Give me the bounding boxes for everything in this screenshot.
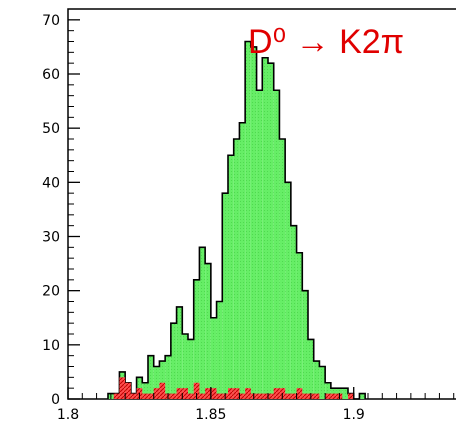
bar-background — [153, 388, 160, 399]
bar-background — [182, 388, 188, 399]
bar-signal — [176, 306, 183, 399]
bar-background — [130, 393, 137, 399]
bar-signal — [319, 366, 326, 399]
bar-background — [142, 393, 148, 399]
bar-signal — [222, 193, 228, 399]
bar-background — [216, 393, 223, 399]
bar-background — [245, 388, 251, 399]
bar-background — [210, 388, 217, 399]
bar-signal — [188, 339, 194, 399]
bar-signal — [285, 182, 291, 399]
bar-background — [148, 393, 154, 399]
bar-signal — [273, 90, 280, 399]
x-tick-label: 1.9 — [343, 407, 365, 423]
y-tick-label: 70 — [42, 13, 60, 29]
y-tick-label: 20 — [42, 284, 60, 300]
bar-background — [330, 393, 337, 399]
bar-background — [285, 393, 291, 399]
x-tick-label: 1.8 — [57, 407, 79, 423]
bar-background — [125, 382, 131, 399]
bar-background — [273, 388, 280, 399]
bar-signal — [262, 57, 268, 399]
bar-background — [113, 393, 120, 399]
bar-signal — [245, 41, 251, 399]
bar-background — [233, 388, 240, 399]
bar-signal — [239, 122, 246, 399]
y-tick-label: 30 — [42, 230, 60, 246]
bar-signal — [159, 361, 166, 399]
bar-signal — [330, 388, 337, 399]
bar-signal — [302, 290, 308, 399]
bar-background — [256, 393, 263, 399]
bar-background — [302, 393, 308, 399]
bar-signal — [256, 90, 263, 399]
bar-signal — [296, 252, 303, 399]
y-tick-label: 40 — [42, 175, 60, 191]
bar-background — [205, 388, 211, 399]
bar-background — [239, 393, 246, 399]
bar-signal — [342, 388, 348, 399]
bar-background — [296, 388, 303, 399]
bar-background — [268, 393, 274, 399]
bar-signal — [313, 361, 320, 399]
bar-signal — [290, 225, 297, 399]
bar-background — [348, 393, 354, 399]
bar-signal — [153, 366, 160, 399]
bar-signal — [216, 301, 223, 399]
bar-background — [262, 393, 268, 399]
x-tick-label: 1.85 — [195, 407, 226, 423]
bar-signal — [250, 46, 257, 400]
bar-background — [199, 393, 206, 399]
bar-signal — [359, 393, 366, 399]
bar-background — [313, 393, 320, 399]
bar-signal — [308, 339, 314, 399]
bar-background — [325, 393, 331, 399]
bar-signal — [170, 323, 177, 399]
y-tick-label: 0 — [51, 392, 60, 408]
bar-background — [176, 388, 183, 399]
bar-signal — [182, 334, 188, 399]
axes-layer: 0 10 20 30 40 50 60 70 1.8 1.85 1.9 — [42, 13, 455, 423]
bar-signal — [279, 139, 286, 399]
bar-background — [188, 393, 194, 399]
y-tick-label: 50 — [42, 121, 60, 137]
bar-signal — [233, 139, 240, 399]
bar-signal — [193, 279, 200, 399]
bar-signal — [210, 317, 217, 399]
bar-signal — [148, 355, 154, 399]
bar-background — [193, 382, 200, 399]
signal-outline — [107, 40, 366, 400]
bar-background — [290, 393, 297, 399]
y-tick-label: 60 — [42, 67, 60, 83]
bar-signal — [228, 155, 234, 399]
bar-signal — [165, 355, 171, 399]
chart-title: D⁰ → K2π — [248, 23, 404, 61]
bar-background — [119, 377, 126, 399]
y-tick-label: 10 — [42, 338, 60, 354]
bar-signal — [142, 382, 148, 399]
bar-background — [159, 382, 166, 399]
bar-background — [228, 388, 234, 399]
bar-signal — [268, 63, 274, 400]
bar-background — [170, 393, 177, 399]
bar-signal — [205, 263, 211, 399]
bar-signal — [325, 382, 331, 399]
bar-signal — [199, 247, 206, 399]
